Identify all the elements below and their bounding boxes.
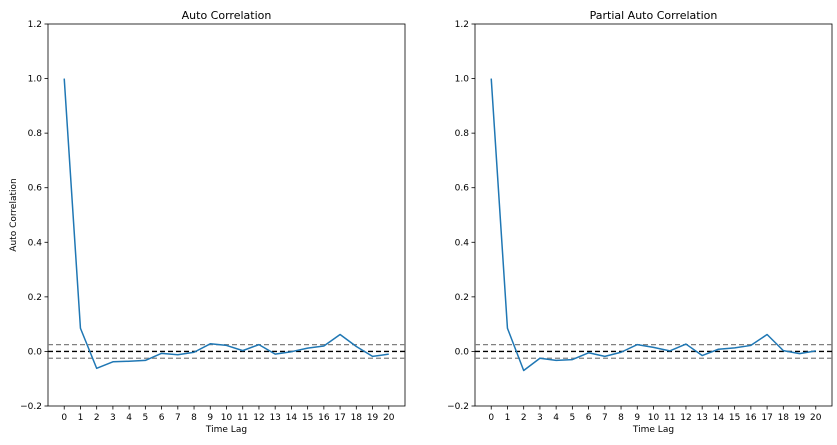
- pacf-x-tick-label: 0: [488, 413, 494, 423]
- pacf-x-tick-label: 13: [696, 413, 707, 423]
- pacf-title: Partial Auto Correlation: [590, 9, 718, 22]
- pacf-x-label: Time Lag: [632, 425, 674, 435]
- acf-x-axis: 0 1 2 3 4 5 6 7 8 9 10 11 12 13 14 15 16 17 18 19 20: [61, 406, 395, 423]
- acf-y-tick-label: 0.2: [28, 293, 42, 303]
- pacf-y-tick-label: 0.4: [455, 238, 470, 248]
- pacf-x-axis: 0 1 2 3 4 5 6 7 8 9 10 11 12 13 14 15 16 17 18 19 20: [488, 406, 822, 423]
- acf-y-tick-label: 0.8: [28, 129, 43, 139]
- pacf-x-tick-label: 15: [729, 413, 740, 423]
- pacf-x-tick-label: 10: [648, 413, 660, 423]
- acf-x-tick-label: 9: [207, 413, 213, 423]
- pacf-y-tick-label: 0.8: [455, 129, 470, 139]
- pacf-x-tick-label: 6: [586, 413, 592, 423]
- acf-x-tick-label: 13: [269, 413, 280, 423]
- pacf-x-tick-label: 12: [680, 413, 691, 423]
- pacf-series-line: [490, 78, 816, 372]
- pacf-y-tick-label: 0.0: [455, 347, 470, 357]
- acf-x-tick-label: 0: [61, 413, 67, 423]
- acf-title: Auto Correlation: [182, 9, 272, 22]
- acf-x-label: Time Lag: [205, 425, 247, 435]
- acf-x-tick-label: 15: [302, 413, 313, 423]
- acf-x-tick-label: 3: [110, 413, 116, 423]
- acf-x-tick-label: 12: [253, 413, 264, 423]
- pacf-plot-frame: [474, 23, 833, 407]
- pacf-x-tick-label: 18: [778, 413, 790, 423]
- acf-panel: Auto Correlation −0.2 0.0 0.2 0.4 0.6 0.8 1.0 1…: [9, 9, 406, 435]
- pacf-x-tick-label: 16: [745, 413, 757, 423]
- pacf-x-tick-label: 20: [810, 413, 822, 423]
- acf-x-tick-label: 14: [286, 413, 298, 423]
- acf-y-tick-label: 1.2: [28, 20, 42, 30]
- pacf-x-tick-label: 11: [664, 413, 675, 423]
- pacf-x-tick-label: 3: [537, 413, 543, 423]
- acf-y-axis: −0.2 0.0 0.2 0.4 0.6 0.8 1.0 1.2: [20, 20, 48, 412]
- acf-x-tick-label: 20: [383, 413, 395, 423]
- acf-x-tick-label: 1: [78, 413, 84, 423]
- acf-x-tick-label: 19: [367, 413, 379, 423]
- pacf-y-tick-label: 0.6: [455, 184, 470, 194]
- acf-y-tick-label: 1.0: [28, 75, 43, 85]
- acf-plot-frame: [47, 23, 406, 407]
- acf-x-tick-label: 6: [159, 413, 165, 423]
- acf-x-tick-label: 4: [126, 413, 132, 423]
- pacf-x-tick-label: 4: [553, 413, 559, 423]
- pacf-series: [490, 78, 816, 372]
- pacf-y-tick-label: 1.2: [455, 20, 469, 30]
- pacf-x-tick-label: 2: [521, 413, 527, 423]
- acf-x-tick-label: 11: [237, 413, 248, 423]
- acf-x-tick-label: 2: [94, 413, 100, 423]
- pacf-x-tick-label: 8: [618, 413, 624, 423]
- pacf-x-tick-label: 5: [569, 413, 575, 423]
- pacf-y-tick-label: 1.0: [455, 75, 470, 85]
- acf-x-tick-label: 7: [175, 413, 181, 423]
- acf-x-tick-label: 10: [221, 413, 233, 423]
- acf-x-tick-label: 8: [191, 413, 197, 423]
- acf-x-tick-label: 16: [318, 413, 330, 423]
- pacf-y-tick-label: −0.2: [447, 402, 469, 412]
- pacf-x-tick-label: 19: [794, 413, 806, 423]
- acf-series-line: [63, 78, 389, 370]
- pacf-x-tick-label: 7: [602, 413, 608, 423]
- pacf-x-tick-label: 17: [761, 413, 772, 423]
- pacf-x-tick-label: 9: [634, 413, 640, 423]
- acf-x-tick-label: 17: [334, 413, 345, 423]
- pacf-reference-lines: [475, 344, 832, 359]
- acf-y-tick-label: −0.2: [20, 402, 42, 412]
- acf-x-tick-label: 18: [351, 413, 363, 423]
- pacf-y-axis: −0.2 0.0 0.2 0.4 0.6 0.8 1.0 1.2: [447, 20, 475, 412]
- pacf-panel: Partial Auto Correlation −0.2 0.0 0.2 0.4 0.…: [447, 9, 833, 435]
- pacf-y-tick-label: 0.2: [455, 293, 469, 303]
- pacf-x-tick-label: 1: [505, 413, 511, 423]
- acf-y-label: Auto Correlation: [9, 178, 19, 251]
- acf-y-tick-label: 0.4: [28, 238, 43, 248]
- pacf-x-tick-label: 14: [713, 413, 725, 423]
- acf-series: [63, 78, 389, 370]
- acf-reference-lines: [48, 344, 405, 359]
- acf-x-tick-label: 5: [142, 413, 148, 423]
- acf-y-tick-label: 0.6: [28, 184, 43, 194]
- acf-y-tick-label: 0.0: [28, 347, 43, 357]
